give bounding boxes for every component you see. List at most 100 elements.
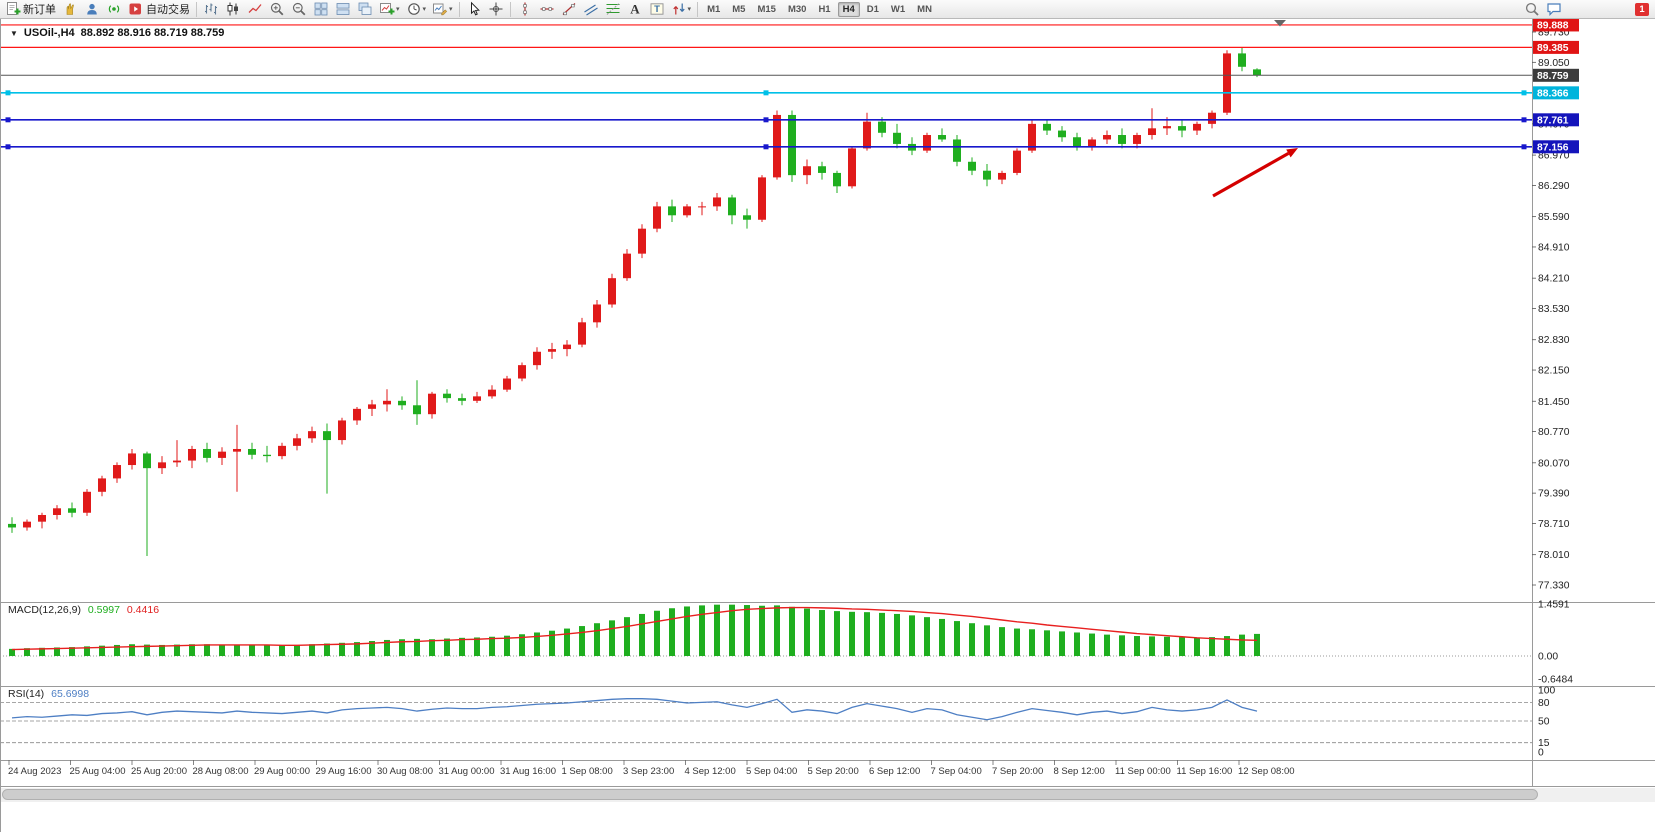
zoom-in-icon (270, 2, 284, 16)
channel-icon (583, 4, 598, 16)
zoom-out-button[interactable] (288, 0, 310, 19)
time-label: 29 Aug 00:00 (254, 766, 310, 777)
chevron-down-icon: ▾ (687, 6, 692, 13)
timeframe-h1-button[interactable]: H1 (818, 3, 831, 15)
trendline-button[interactable] (558, 0, 580, 19)
arrange-icon (336, 3, 350, 15)
hand-tool-button[interactable] (59, 0, 81, 19)
macd-label: MACD(12,26,9) 0.5997 0.4416 (8, 604, 163, 616)
timeframe-m1-button[interactable]: M1 (707, 3, 721, 15)
zoom-out-icon (292, 2, 306, 16)
svg-text:89.888: 89.888 (1537, 20, 1569, 31)
cursor-icon (470, 1, 480, 16)
community-icon (87, 3, 97, 15)
horizontal-scrollbar[interactable] (0, 788, 1655, 802)
line-chart-type-button[interactable] (244, 0, 266, 19)
time-label: 7 Sep 20:00 (992, 766, 1044, 777)
timeframe-mn-button[interactable]: MN (917, 3, 932, 15)
time-label: 3 Sep 23:00 (623, 766, 675, 777)
svg-text:-0.6484: -0.6484 (1538, 675, 1573, 686)
signals-button[interactable] (103, 0, 125, 19)
new-order-button[interactable]: 新订单 (2, 0, 59, 19)
template-button[interactable]: ▾ (429, 0, 456, 19)
label-button[interactable]: T (646, 0, 668, 19)
text-button[interactable]: A (624, 0, 646, 19)
svg-text:85.590: 85.590 (1538, 212, 1570, 223)
zoom-in-button[interactable] (266, 0, 288, 19)
chart-shift-marker[interactable] (1274, 20, 1286, 27)
svg-text:T: T (654, 4, 660, 15)
svg-text:86.970: 86.970 (1538, 151, 1570, 162)
time-label: 5 Sep 20:00 (807, 766, 859, 777)
community-button[interactable] (81, 0, 103, 19)
vertical-line-button[interactable] (514, 0, 536, 19)
autotrade-button[interactable]: 自动交易 (125, 0, 193, 19)
macd-signal-line (11, 606, 1258, 651)
chart-symbol-period: USOil-,H4 (23, 27, 75, 39)
search-button[interactable] (1521, 0, 1543, 19)
cascade-windows-button[interactable] (354, 0, 376, 19)
time-label: 25 Aug 20:00 (131, 766, 187, 777)
candles-icon (227, 2, 238, 16)
svg-text:0.00: 0.00 (1538, 652, 1558, 663)
period-button[interactable]: ▾ (403, 0, 430, 19)
text-icon: A (630, 2, 640, 17)
toolbar-main: 新订单 自动交易 ▾ ▾ ▾ A T ▾ M1 M5 M15 M30 H1 H4 D1 W1 MN (2, 0, 938, 19)
toolbar-spacer (1565, 9, 1635, 10)
toolbar-separator (509, 1, 511, 17)
label-icon: T (650, 3, 664, 15)
svg-text:78.010: 78.010 (1538, 550, 1570, 561)
timeframe-w1-button[interactable]: W1 (890, 3, 906, 15)
time-label: 6 Sep 12:00 (869, 766, 921, 777)
bar-chart-type-button[interactable] (200, 0, 222, 19)
notification-badge[interactable]: 1 (1635, 2, 1649, 16)
crosshair-button[interactable] (485, 0, 507, 19)
arrows-icon (672, 3, 685, 15)
rsi-name: RSI(14) (8, 688, 45, 700)
time-label: 11 Sep 16:00 (1176, 766, 1233, 777)
horizontal-line-button[interactable] (536, 0, 558, 19)
timeframe-m15-button[interactable]: M15 (757, 3, 776, 15)
annotation-arrow[interactable] (1212, 148, 1298, 198)
toolbar: 新订单 自动交易 ▾ ▾ ▾ A T ▾ M1 M5 M15 M30 H1 H4 D1 W1 MN 1 (0, 0, 1655, 19)
svg-text:A: A (630, 2, 640, 17)
chart-ohlc-quotes: 88.892 88.916 88.719 88.759 (80, 27, 225, 39)
time-label: 31 Aug 16:00 (500, 766, 556, 777)
signals-icon (108, 5, 120, 13)
chart-header: ▼ USOil-,H4 88.892 88.916 88.719 88.759 (10, 27, 224, 39)
price-line-87.156[interactable] (0, 144, 1532, 150)
new-chart-button[interactable]: ▾ (376, 0, 403, 19)
tile-windows-button[interactable] (310, 0, 332, 19)
svg-text:0: 0 (1538, 748, 1544, 759)
time-label: 4 Sep 12:00 (684, 766, 736, 777)
svg-text:82.150: 82.150 (1538, 366, 1570, 377)
arrange-windows-button[interactable] (332, 0, 354, 19)
new-chart-icon (380, 3, 395, 15)
toolbar-right: 1 (1521, 0, 1653, 19)
svg-text:88.759: 88.759 (1537, 71, 1569, 82)
panel-separators (0, 19, 1655, 787)
toolbar-separator (697, 1, 699, 17)
hline-icon (540, 7, 554, 11)
autotrade-icon (129, 3, 141, 15)
cursor-button[interactable] (463, 0, 485, 19)
candlestick-type-button[interactable] (222, 0, 244, 19)
fibonacci-button[interactable] (602, 0, 624, 19)
channel-button[interactable] (580, 0, 602, 19)
h-scrollbar-thumb[interactable] (2, 789, 1538, 800)
svg-text:82.830: 82.830 (1538, 335, 1570, 346)
clock-icon (407, 3, 420, 15)
chat-button[interactable] (1543, 0, 1565, 19)
timeframe-m30-button[interactable]: M30 (787, 3, 807, 15)
arrows-button[interactable]: ▾ (668, 0, 695, 19)
timeframe-d1-button[interactable]: D1 (866, 3, 879, 15)
macd-histogram (9, 604, 1260, 656)
price-line-88.366[interactable] (0, 90, 1532, 96)
time-label: 25 Aug 04:00 (69, 766, 126, 777)
time-label: 8 Sep 12:00 (1053, 766, 1105, 777)
price-label-89.888: 89.888 (1533, 18, 1579, 32)
timeframe-h4-button[interactable]: H4 (837, 1, 860, 17)
collapse-icon[interactable]: ▼ (10, 28, 18, 38)
timeframe-m5-button[interactable]: M5 (732, 3, 746, 15)
price-line-87.761[interactable] (0, 117, 1532, 123)
